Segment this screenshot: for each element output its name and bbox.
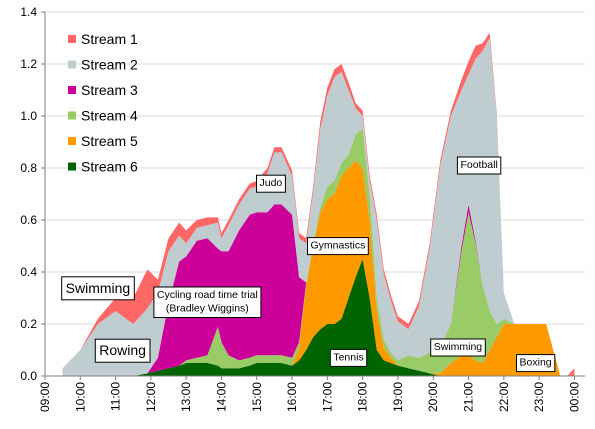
legend-label: Stream 4 [81,108,138,124]
legend-label: Stream 5 [81,133,138,149]
y-tick-label: 1.4 [20,5,37,19]
x-tick-label: 22:00 [497,382,511,412]
x-tick-label: 17:00 [320,382,334,412]
legend-swatch [68,86,76,94]
legend-swatch [68,162,76,171]
x-tick-label: 12:00 [144,382,158,412]
legend-item: Stream 5 [68,133,138,149]
annotation-box: Swimming [61,276,135,301]
x-tick-label: 20:00 [426,382,440,412]
y-tick-label: 1.2 [20,57,37,71]
area-stream-4 [62,129,575,376]
x-tick-label: 13:00 [179,382,193,412]
legend-label: Stream 1 [81,31,138,47]
annotation-frame [329,348,368,367]
area-stream-5 [62,160,575,376]
y-axis-tick-labels: 0.0 0.2 0.4 0.6 0.8 1.0 1.2 1.4 [20,5,37,383]
y-tick-label: 0.4 [20,265,37,279]
legend-item: Stream 4 [68,108,138,124]
stacked-areas [62,32,575,377]
annotation-box: Judo [256,174,286,193]
x-tick-label: 09:00 [38,382,52,412]
annotation-frame [94,338,151,363]
legend-label: Stream 6 [81,159,138,175]
annotation-frame [430,338,486,357]
x-tick-label: 10:00 [73,382,87,412]
annotation-label: Judo [259,177,282,189]
legend-label: Stream 2 [81,57,138,73]
y-tick-label: 0.0 [20,369,37,383]
area-stream-2 [62,38,575,376]
x-tick-label: 15:00 [250,382,264,412]
axes [41,11,585,380]
annotation-box: Swimming [430,338,486,357]
x-tick-label: 16:00 [285,382,299,412]
x-tick-label: 21:00 [462,382,476,412]
legend-item: Stream 3 [68,82,138,98]
annotation-label: Gymnastics [311,240,366,252]
annotation-label: Tennis [333,351,363,363]
annotation-label: Rowing [99,342,146,358]
x-axis-tick-labels: 09:00 10:00 11:00 12:00 13:00 14:00 15:00 16:00… [38,382,581,412]
annotation-frame [256,174,286,193]
area-stream-6 [62,259,575,376]
annotation-label: Swimming [434,341,483,353]
legend-swatch [68,111,76,120]
annotation-box: Rowing [94,338,151,363]
x-tick-label: 11:00 [109,382,123,411]
legend-swatch [68,137,76,145]
annotation-label: Boxing [520,357,552,369]
annotation-label: Football [460,159,497,171]
annotation-label: Swimming [66,280,131,296]
legend-item: Stream 1 [68,31,138,47]
annotation-box: Cycling road time trial (Bradley Wiggins) [153,286,262,318]
legend-item: Stream 6 [68,159,138,175]
legend-swatch [68,60,76,69]
y-tick-label: 0.6 [20,213,37,227]
y-tick-label: 0.8 [20,161,37,175]
annotation-box: Tennis [329,348,368,367]
annotation-box: Boxing [516,354,556,373]
legend-swatch [68,35,76,43]
x-tick-label: 19:00 [391,382,405,412]
annotation-frame [516,354,556,373]
annotation-box: Football [456,156,502,175]
x-tick-label: 00:00 [567,382,581,412]
annotation-label: Cycling road time trial [157,289,258,301]
annotation-box: Gymnastics [307,237,369,256]
event-annotations: Swimming Rowing Cycling road time trial (Br… [61,156,556,373]
annotation-label: (Bradley Wiggins) [166,303,249,315]
y-tick-label: 1.0 [20,109,37,123]
x-tick-label: 23:00 [532,382,546,412]
legend-label: Stream 3 [81,82,138,98]
x-tick-label: 14:00 [214,382,228,412]
x-tick-label: 18:00 [356,382,370,412]
annotation-frame [307,237,369,256]
legend-item: Stream 2 [68,57,138,73]
annotation-frame [456,156,502,175]
y-tick-label: 0.2 [20,317,37,331]
annotation-frame [61,276,135,301]
legend: Stream 1 Stream 2 Stream 3 Stream 4 Stream 5… [68,31,138,175]
annotation-frame [153,286,262,318]
